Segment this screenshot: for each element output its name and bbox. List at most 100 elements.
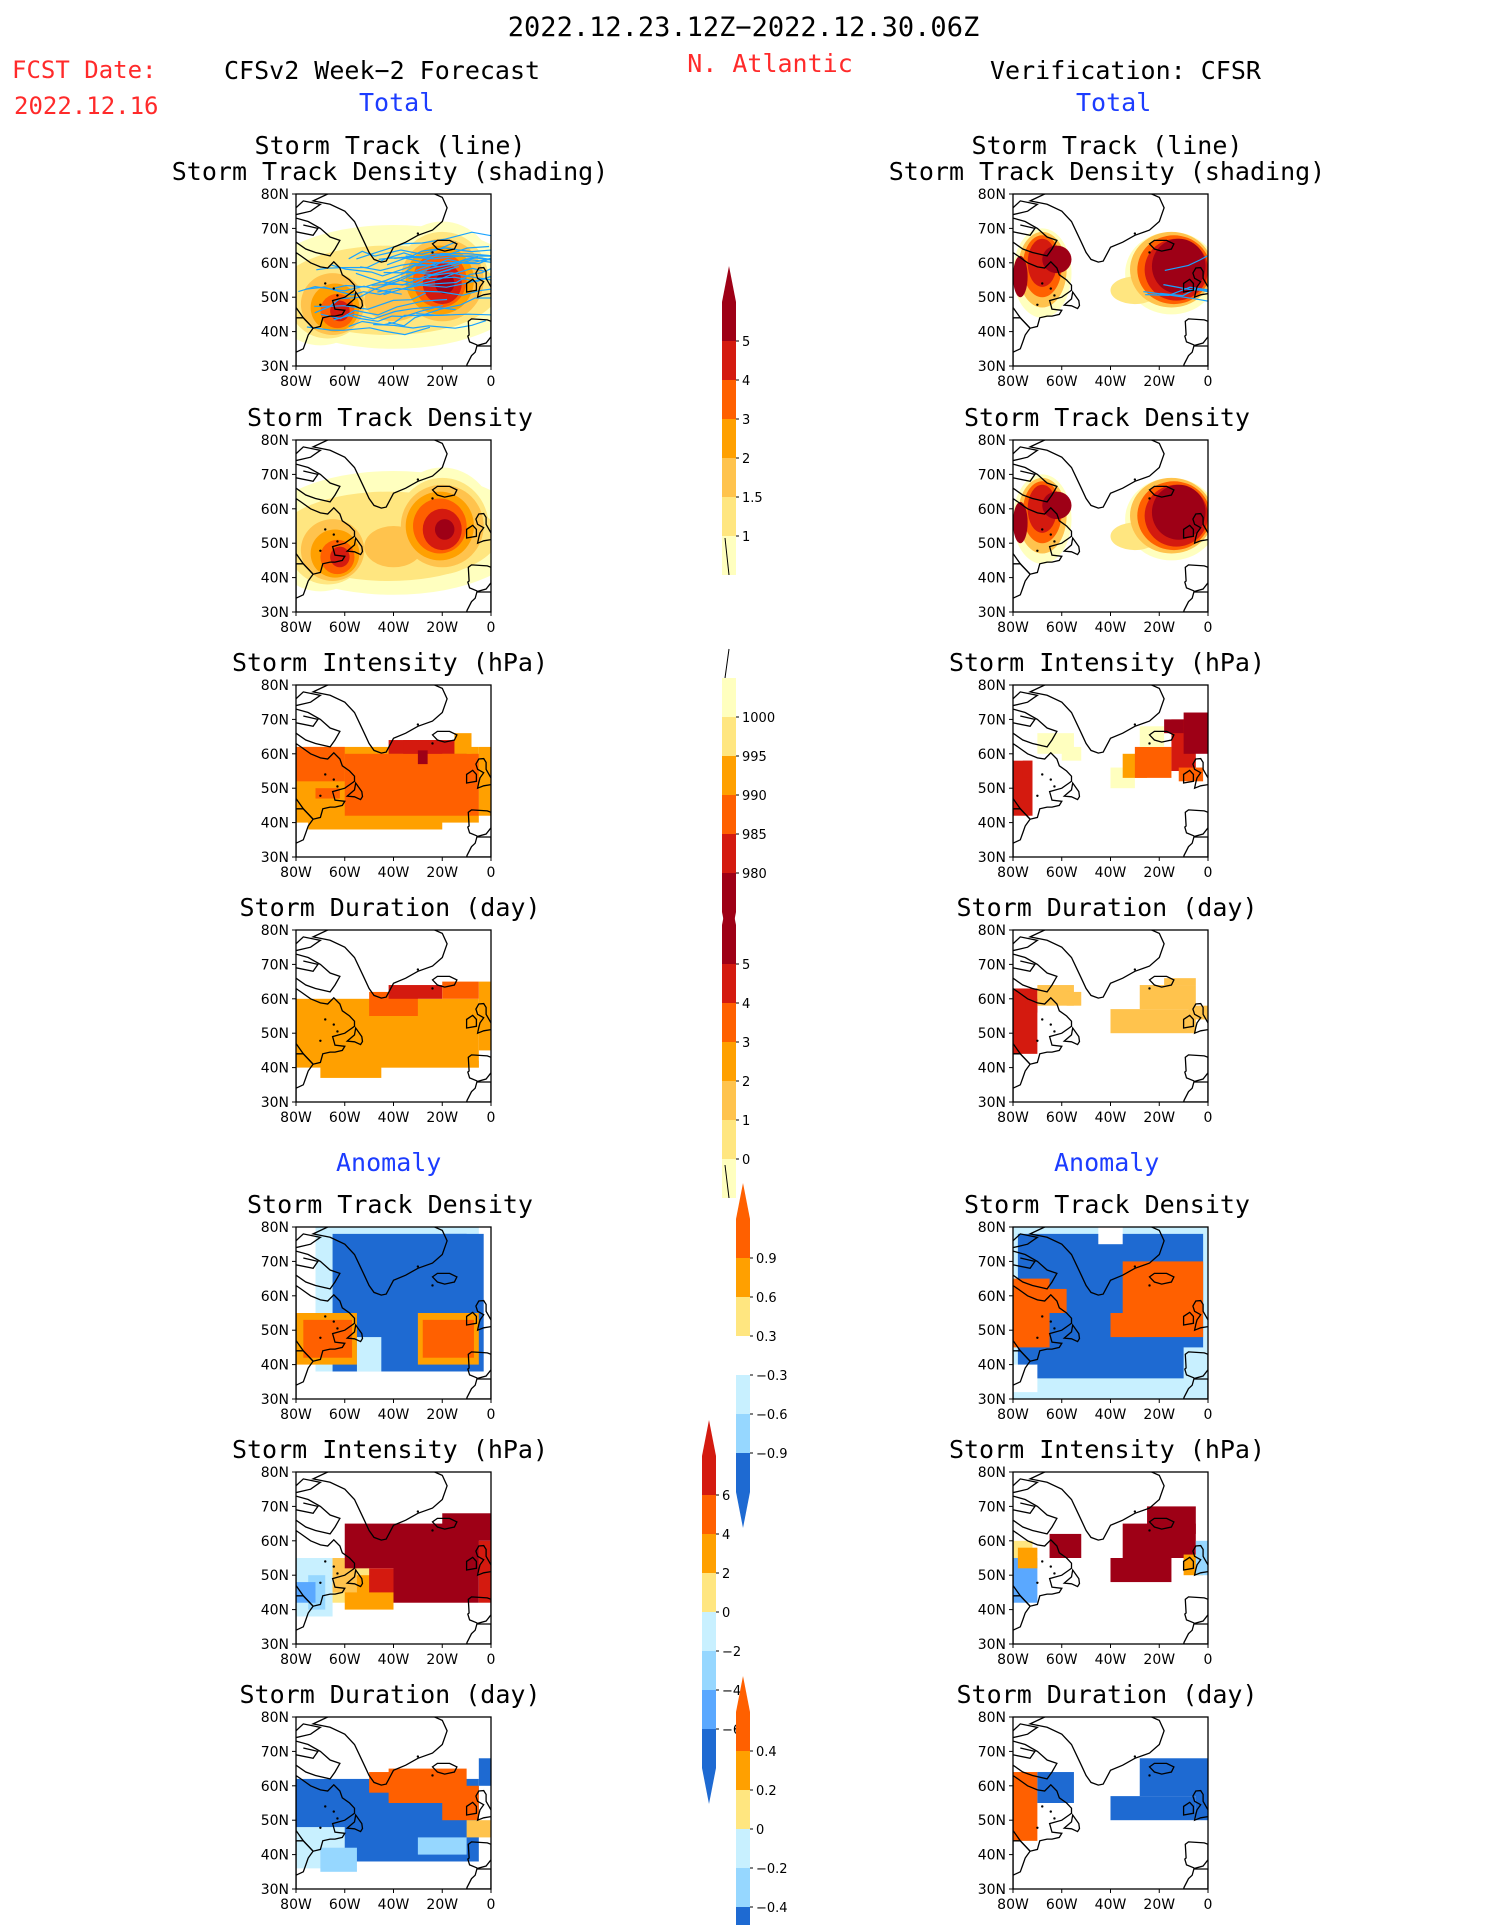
coastline-outline <box>465 278 478 293</box>
y-tick-label: 50N <box>261 1026 289 1042</box>
shading-cell <box>381 1060 479 1068</box>
y-tick-label: 50N <box>261 290 289 306</box>
colorbar-label: −0.6 <box>756 1408 788 1423</box>
y-tick-label: 80N <box>978 1465 1006 1481</box>
x-tick-label: 80W <box>280 1407 312 1423</box>
coastline-outline <box>296 1257 319 1270</box>
y-tick-label: 50N <box>261 1323 289 1339</box>
y-tick-label: 50N <box>978 1568 1006 1584</box>
x-tick-label: 20W <box>426 1110 458 1126</box>
y-tick-label: 80N <box>978 678 1006 694</box>
coastline-outline <box>475 1789 491 1822</box>
coastline-dot <box>336 1572 339 1575</box>
panel-title: Storm Track Density (shading) <box>171 157 609 186</box>
colorbar-segment <box>702 1729 716 1768</box>
x-tick-label: 60W <box>1046 1897 1078 1913</box>
colorbar-label: 980 <box>742 867 767 882</box>
storm-track-line <box>378 255 491 260</box>
map-clip0_1 <box>1013 194 1208 366</box>
x-tick-label: 40W <box>1095 1110 1127 1126</box>
x-tick-label: 40W <box>378 1110 410 1126</box>
colorbar-label: −0.4 <box>756 1901 788 1916</box>
coastline-dot <box>1053 1817 1056 1820</box>
y-tick-label: 30N <box>261 1392 289 1408</box>
coastline-dot <box>1053 785 1056 788</box>
y-tick-label: 50N <box>978 1813 1006 1829</box>
coastline-outline <box>1013 470 1036 483</box>
coastline-outline <box>1062 1568 1081 1588</box>
colorbar-segment <box>736 1414 750 1453</box>
coastline-dot <box>431 251 434 254</box>
y-tick-label: 60N <box>261 256 289 272</box>
y-tick-label: 40N <box>978 1848 1006 1864</box>
colorbar-label: 3 <box>742 413 750 428</box>
storm-track-line <box>348 314 450 328</box>
y-tick-label: 80N <box>261 1220 289 1236</box>
panel-title: Storm Track Density <box>247 403 533 432</box>
colorbar-label: 3 <box>742 1036 750 1051</box>
coastline-dot <box>1053 1327 1056 1330</box>
y-tick-label: 60N <box>978 747 1006 763</box>
colorbar-label: 0.9 <box>756 1252 777 1267</box>
shading-cell <box>320 1847 357 1872</box>
x-tick-label: 20W <box>426 374 458 390</box>
coastline-dot <box>431 1284 434 1287</box>
colorbar-label: 0.2 <box>756 1784 777 1799</box>
coastline-dot <box>336 785 339 788</box>
colorbar-segment <box>722 1159 736 1198</box>
map-clip3_0 <box>296 930 491 1102</box>
y-tick-label: 40N <box>261 571 289 587</box>
colorbar-label: 6 <box>722 1489 730 1504</box>
coastline-dot <box>431 742 434 745</box>
x-tick-label: 0 <box>1204 865 1213 881</box>
coastline-outline <box>1013 1529 1073 1607</box>
coastline-outline <box>296 1478 323 1494</box>
shading-cell <box>356 1337 382 1372</box>
storm-track-line <box>298 285 402 295</box>
coastline-dot <box>1148 742 1151 745</box>
colorbar-label: 0.3 <box>756 1330 777 1345</box>
coastline-outline <box>1013 217 1058 257</box>
shading-cell <box>1037 985 1074 1006</box>
shading-cell <box>1037 1772 1074 1803</box>
coastline-outline <box>1184 1351 1208 1380</box>
map-clip5_0 <box>296 1472 491 1644</box>
shading-cell <box>1022 760 1033 778</box>
x-tick-label: 80W <box>280 865 312 881</box>
colorbar-segment <box>722 419 736 458</box>
coastline-outline <box>1184 318 1208 347</box>
map-clip1_1 <box>1013 440 1208 612</box>
coastline-outline <box>1182 836 1208 857</box>
coastline-outline <box>1182 1868 1208 1889</box>
x-tick-label: 80W <box>280 1897 312 1913</box>
coastline-dot <box>1133 1755 1137 1758</box>
y-tick-label: 40N <box>978 571 1006 587</box>
coastline-outline <box>311 685 448 754</box>
coastline-outline <box>311 194 448 263</box>
colorbar-label: 1 <box>742 1114 750 1129</box>
shading-cell <box>1151 238 1206 294</box>
coastline-outline <box>1182 524 1195 539</box>
panel-title: Storm Intensity (hPa) <box>231 1435 549 1464</box>
y-tick-label: 40N <box>261 1061 289 1077</box>
storm-track-line <box>408 276 491 283</box>
colorbar-segment <box>722 458 736 497</box>
panel-title: Storm Track (line) <box>971 131 1243 160</box>
shading-cell <box>1066 991 1082 1006</box>
storm-track-line <box>1164 254 1208 271</box>
coastline-dot <box>1041 773 1044 776</box>
coastline-outline <box>1013 1747 1036 1760</box>
x-tick-label: 20W <box>1143 620 1175 636</box>
x-tick-label: 80W <box>997 620 1029 636</box>
coastline-dot <box>416 968 420 971</box>
fcst-date-value: 2022.12.16 <box>14 92 159 120</box>
coastline-outline <box>1184 809 1208 838</box>
coastline-outline <box>1013 808 1031 857</box>
coastline-dot <box>1133 1510 1137 1513</box>
y-tick-label: 30N <box>978 1637 1006 1653</box>
shading-cell <box>1151 484 1206 540</box>
coastline-dot <box>1036 303 1039 306</box>
coastline-dot <box>1053 1572 1056 1575</box>
y-tick-label: 60N <box>261 502 289 518</box>
colorbar-density: 5 4 3 2 1.5 1 <box>722 266 763 575</box>
